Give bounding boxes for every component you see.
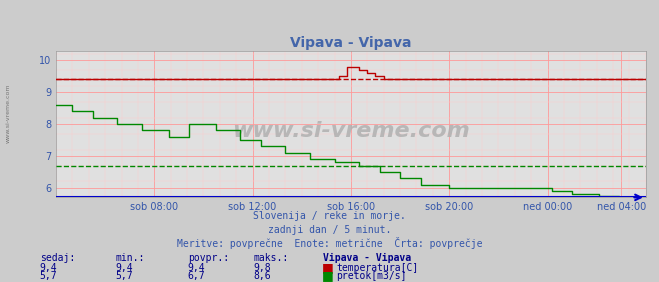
Text: min.:: min.:	[115, 253, 145, 263]
Text: 9,4: 9,4	[40, 263, 57, 273]
Text: 6,7: 6,7	[188, 271, 206, 281]
Text: maks.:: maks.:	[254, 253, 289, 263]
Text: ■: ■	[322, 269, 333, 282]
Text: pretok[m3/s]: pretok[m3/s]	[336, 271, 407, 281]
Text: 9,4: 9,4	[115, 263, 133, 273]
Text: 5,7: 5,7	[40, 271, 57, 281]
Text: 9,4: 9,4	[188, 263, 206, 273]
Text: 5,7: 5,7	[115, 271, 133, 281]
Text: povpr.:: povpr.:	[188, 253, 229, 263]
Text: Slovenija / reke in morje.: Slovenija / reke in morje.	[253, 211, 406, 221]
Text: www.si-vreme.com: www.si-vreme.com	[5, 83, 11, 142]
Text: 8,6: 8,6	[254, 271, 272, 281]
Text: sedaj:: sedaj:	[40, 253, 74, 263]
Text: temperatura[C]: temperatura[C]	[336, 263, 418, 273]
Text: 9,8: 9,8	[254, 263, 272, 273]
Text: Meritve: povprečne  Enote: metrične  Črta: povprečje: Meritve: povprečne Enote: metrične Črta:…	[177, 237, 482, 249]
Text: www.si-vreme.com: www.si-vreme.com	[232, 122, 470, 141]
Text: Vipava - Vipava: Vipava - Vipava	[323, 253, 411, 263]
Text: zadnji dan / 5 minut.: zadnji dan / 5 minut.	[268, 225, 391, 235]
Text: ■: ■	[322, 261, 333, 274]
Title: Vipava - Vipava: Vipava - Vipava	[290, 36, 412, 50]
